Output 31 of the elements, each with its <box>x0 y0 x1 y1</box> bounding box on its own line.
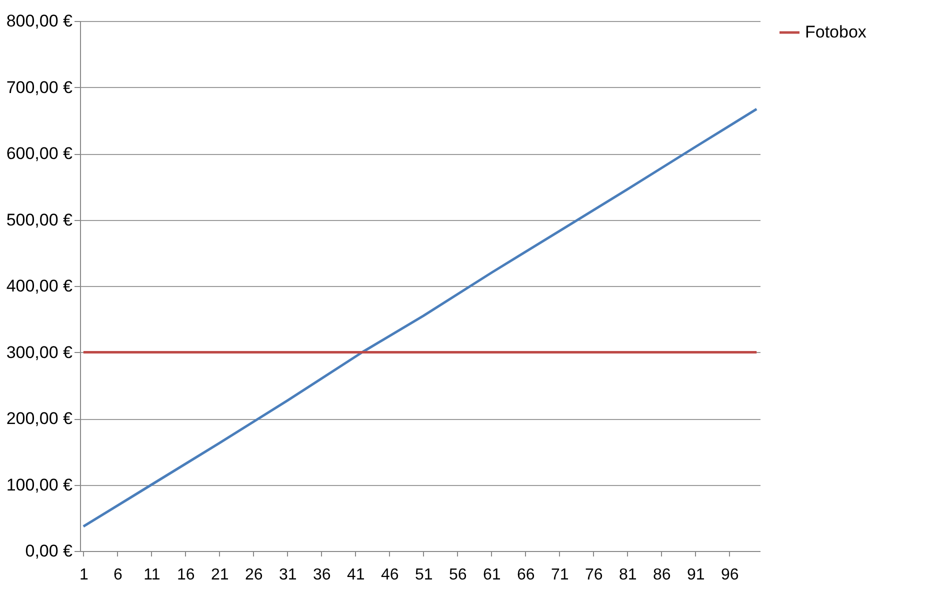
x-tick-label: 1 <box>79 566 88 584</box>
y-tick-label: 400,00 € <box>6 276 74 296</box>
x-tick-label: 71 <box>551 566 569 584</box>
y-tick-label: 300,00 € <box>6 342 74 362</box>
y-tick-label: 800,00 € <box>6 12 74 30</box>
y-tick-label: 100,00 € <box>6 475 74 494</box>
y-tick-label: 700,00 € <box>6 78 74 97</box>
legend-label: Fotobox <box>805 22 867 42</box>
x-tick-label: 91 <box>687 566 705 584</box>
x-tick-label: 56 <box>449 566 467 584</box>
x-tick-label: 76 <box>585 566 603 584</box>
x-tick-label: 31 <box>279 566 297 584</box>
x-tick-label: 21 <box>211 566 229 584</box>
x-tick-label: 11 <box>144 566 160 584</box>
y-tick-label: 600,00 € <box>6 144 74 163</box>
x-tick-label: 96 <box>721 566 739 584</box>
x-tick-label: 61 <box>483 566 501 584</box>
line-series <box>82 108 758 528</box>
x-tick-label: 51 <box>415 566 433 584</box>
x-tick-label: 16 <box>177 566 195 584</box>
y-tick-label: 200,00 € <box>6 409 74 428</box>
y-tick-label: 0,00 € <box>25 542 74 560</box>
x-tick-label: 6 <box>113 566 122 584</box>
x-tick-label: 81 <box>619 566 637 584</box>
x-tick-label: 66 <box>517 566 535 584</box>
x-tick-label: 36 <box>313 566 331 584</box>
x-tick-label: 41 <box>347 566 365 584</box>
y-tick-label: 500,00 € <box>6 210 74 230</box>
x-tick-label: 26 <box>245 566 263 584</box>
x-tick-label: 86 <box>653 566 671 584</box>
x-tick-label: 46 <box>381 566 399 584</box>
